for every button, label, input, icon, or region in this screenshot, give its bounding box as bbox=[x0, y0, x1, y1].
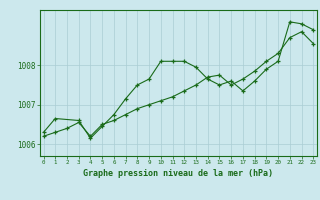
X-axis label: Graphe pression niveau de la mer (hPa): Graphe pression niveau de la mer (hPa) bbox=[84, 169, 273, 178]
